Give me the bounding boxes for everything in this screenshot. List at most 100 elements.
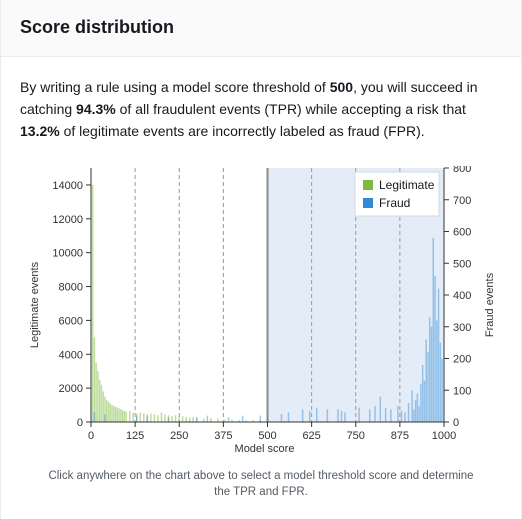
bar-fraud: [424, 381, 425, 422]
bar-fraud: [104, 414, 105, 422]
y-axis-label-right: Fraud events: [484, 272, 496, 337]
y-tick-label-right: 600: [453, 227, 471, 239]
bar-fraud: [374, 406, 375, 422]
description-text: of legitimate events are incorrectly lab…: [60, 123, 425, 139]
bar-fraud: [422, 365, 423, 422]
bar-fraud: [242, 416, 243, 422]
bar-legitimate: [192, 417, 193, 422]
bar-legitimate: [122, 410, 123, 422]
y-tick-label-left: 14000: [52, 180, 83, 192]
bar-legitimate: [120, 409, 121, 422]
bar-fraud: [434, 276, 435, 422]
bar-legitimate: [97, 371, 98, 422]
bar-legitimate: [117, 408, 118, 422]
bar-fraud: [427, 352, 428, 422]
y-tick-label-right: 500: [453, 258, 471, 270]
bar-legitimate: [92, 185, 93, 422]
score-distribution-chart[interactable]: 0 2000 4000 6000 8000 10000 12000 14000 0 100 200 3…: [1, 166, 522, 462]
bar-legitimate: [185, 417, 186, 422]
bar-legitimate: [124, 411, 125, 422]
chart-instructions: Click anywhere on the chart above to sel…: [41, 468, 481, 500]
bar-legitimate: [106, 400, 107, 422]
bar-fraud: [385, 408, 386, 422]
bar-legitimate: [113, 406, 114, 422]
y-tick-label-left: 10000: [52, 248, 83, 260]
bar-fraud: [425, 339, 426, 422]
bar-legitimate: [118, 408, 119, 422]
threshold-value: 500: [330, 79, 353, 95]
bar-fraud: [288, 412, 289, 422]
bar-fraud: [327, 409, 328, 422]
bar-fraud: [337, 409, 338, 422]
legend-label-fraud: Fraud: [379, 196, 410, 210]
bar-fraud: [344, 412, 345, 422]
bar-legitimate: [217, 419, 218, 422]
bar-legitimate: [203, 419, 204, 422]
y-tick-label-left: 6000: [59, 315, 83, 327]
x-tick-label: 0: [88, 430, 94, 442]
y-tick-label-left: 8000: [59, 282, 83, 294]
bar-legitimate: [108, 402, 109, 422]
bar-fraud: [358, 408, 359, 422]
bar-legitimate: [111, 405, 112, 422]
bar-fraud: [147, 416, 148, 422]
bar-legitimate: [132, 413, 133, 422]
bar-legitimate: [175, 415, 176, 422]
bar-legitimate: [99, 380, 100, 422]
panel-header: Score distribution: [1, 0, 521, 57]
page-title: Score distribution: [20, 17, 502, 38]
y-tick-label-right: 800: [453, 166, 471, 175]
chart-canvas[interactable]: 0200040006000800010000120001400001002003…: [1, 166, 522, 462]
x-tick-label: 125: [126, 430, 144, 442]
threshold-description: By writing a rule using a model score th…: [20, 76, 502, 142]
bar-legitimate: [94, 337, 95, 422]
y-axis-label-left: Legitimate events: [29, 261, 41, 348]
x-tick-label: 375: [214, 430, 232, 442]
bar-fraud: [397, 406, 398, 422]
bar-fraud: [436, 320, 437, 422]
bar-legitimate: [125, 412, 126, 422]
legend-swatch-fraud: [363, 198, 373, 208]
x-axis-label: Model score: [235, 443, 295, 455]
bar-fraud: [309, 411, 310, 422]
bar-fraud: [431, 327, 432, 422]
bar-fraud: [302, 409, 303, 422]
description-text: of all fraudulent events (TPR) while acc…: [116, 101, 466, 117]
bar-legitimate: [101, 385, 102, 422]
bar-legitimate: [102, 392, 103, 422]
bar-fraud: [380, 397, 381, 422]
y-tick-label-left: 12000: [52, 214, 83, 226]
y-tick-label-right: 0: [453, 417, 459, 429]
bar-legitimate: [150, 414, 151, 422]
y-tick-label-right: 200: [453, 354, 471, 366]
bar-legitimate: [110, 403, 111, 422]
bar-fraud: [260, 416, 261, 422]
bar-legitimate: [164, 414, 165, 422]
y-tick-label-left: 0: [77, 417, 83, 429]
bar-fraud: [228, 417, 229, 422]
bar-fraud: [417, 393, 418, 422]
y-tick-label-right: 700: [453, 195, 471, 207]
x-tick-label: 625: [302, 430, 320, 442]
bar-fraud: [429, 317, 430, 422]
bar-legitimate: [178, 416, 179, 422]
bar-fraud: [420, 384, 421, 422]
bar-fraud: [408, 403, 409, 422]
bar-legitimate: [95, 363, 96, 422]
bar-fraud: [411, 390, 412, 422]
bar-legitimate: [171, 416, 172, 422]
bar-fraud: [438, 289, 439, 422]
bar-legitimate: [210, 418, 211, 422]
x-tick-label: 500: [258, 430, 276, 442]
bar-fraud: [281, 414, 282, 422]
bar-fraud: [441, 359, 442, 423]
tpr-value: 94.3%: [76, 101, 116, 117]
legend-label-legitimate: Legitimate: [379, 178, 435, 192]
bar-fraud: [168, 417, 169, 422]
bar-fraud: [369, 409, 370, 422]
bar-fraud: [413, 409, 414, 422]
bar-fraud: [207, 416, 208, 422]
x-tick-label: 750: [347, 430, 365, 442]
bar-legitimate: [161, 413, 162, 422]
